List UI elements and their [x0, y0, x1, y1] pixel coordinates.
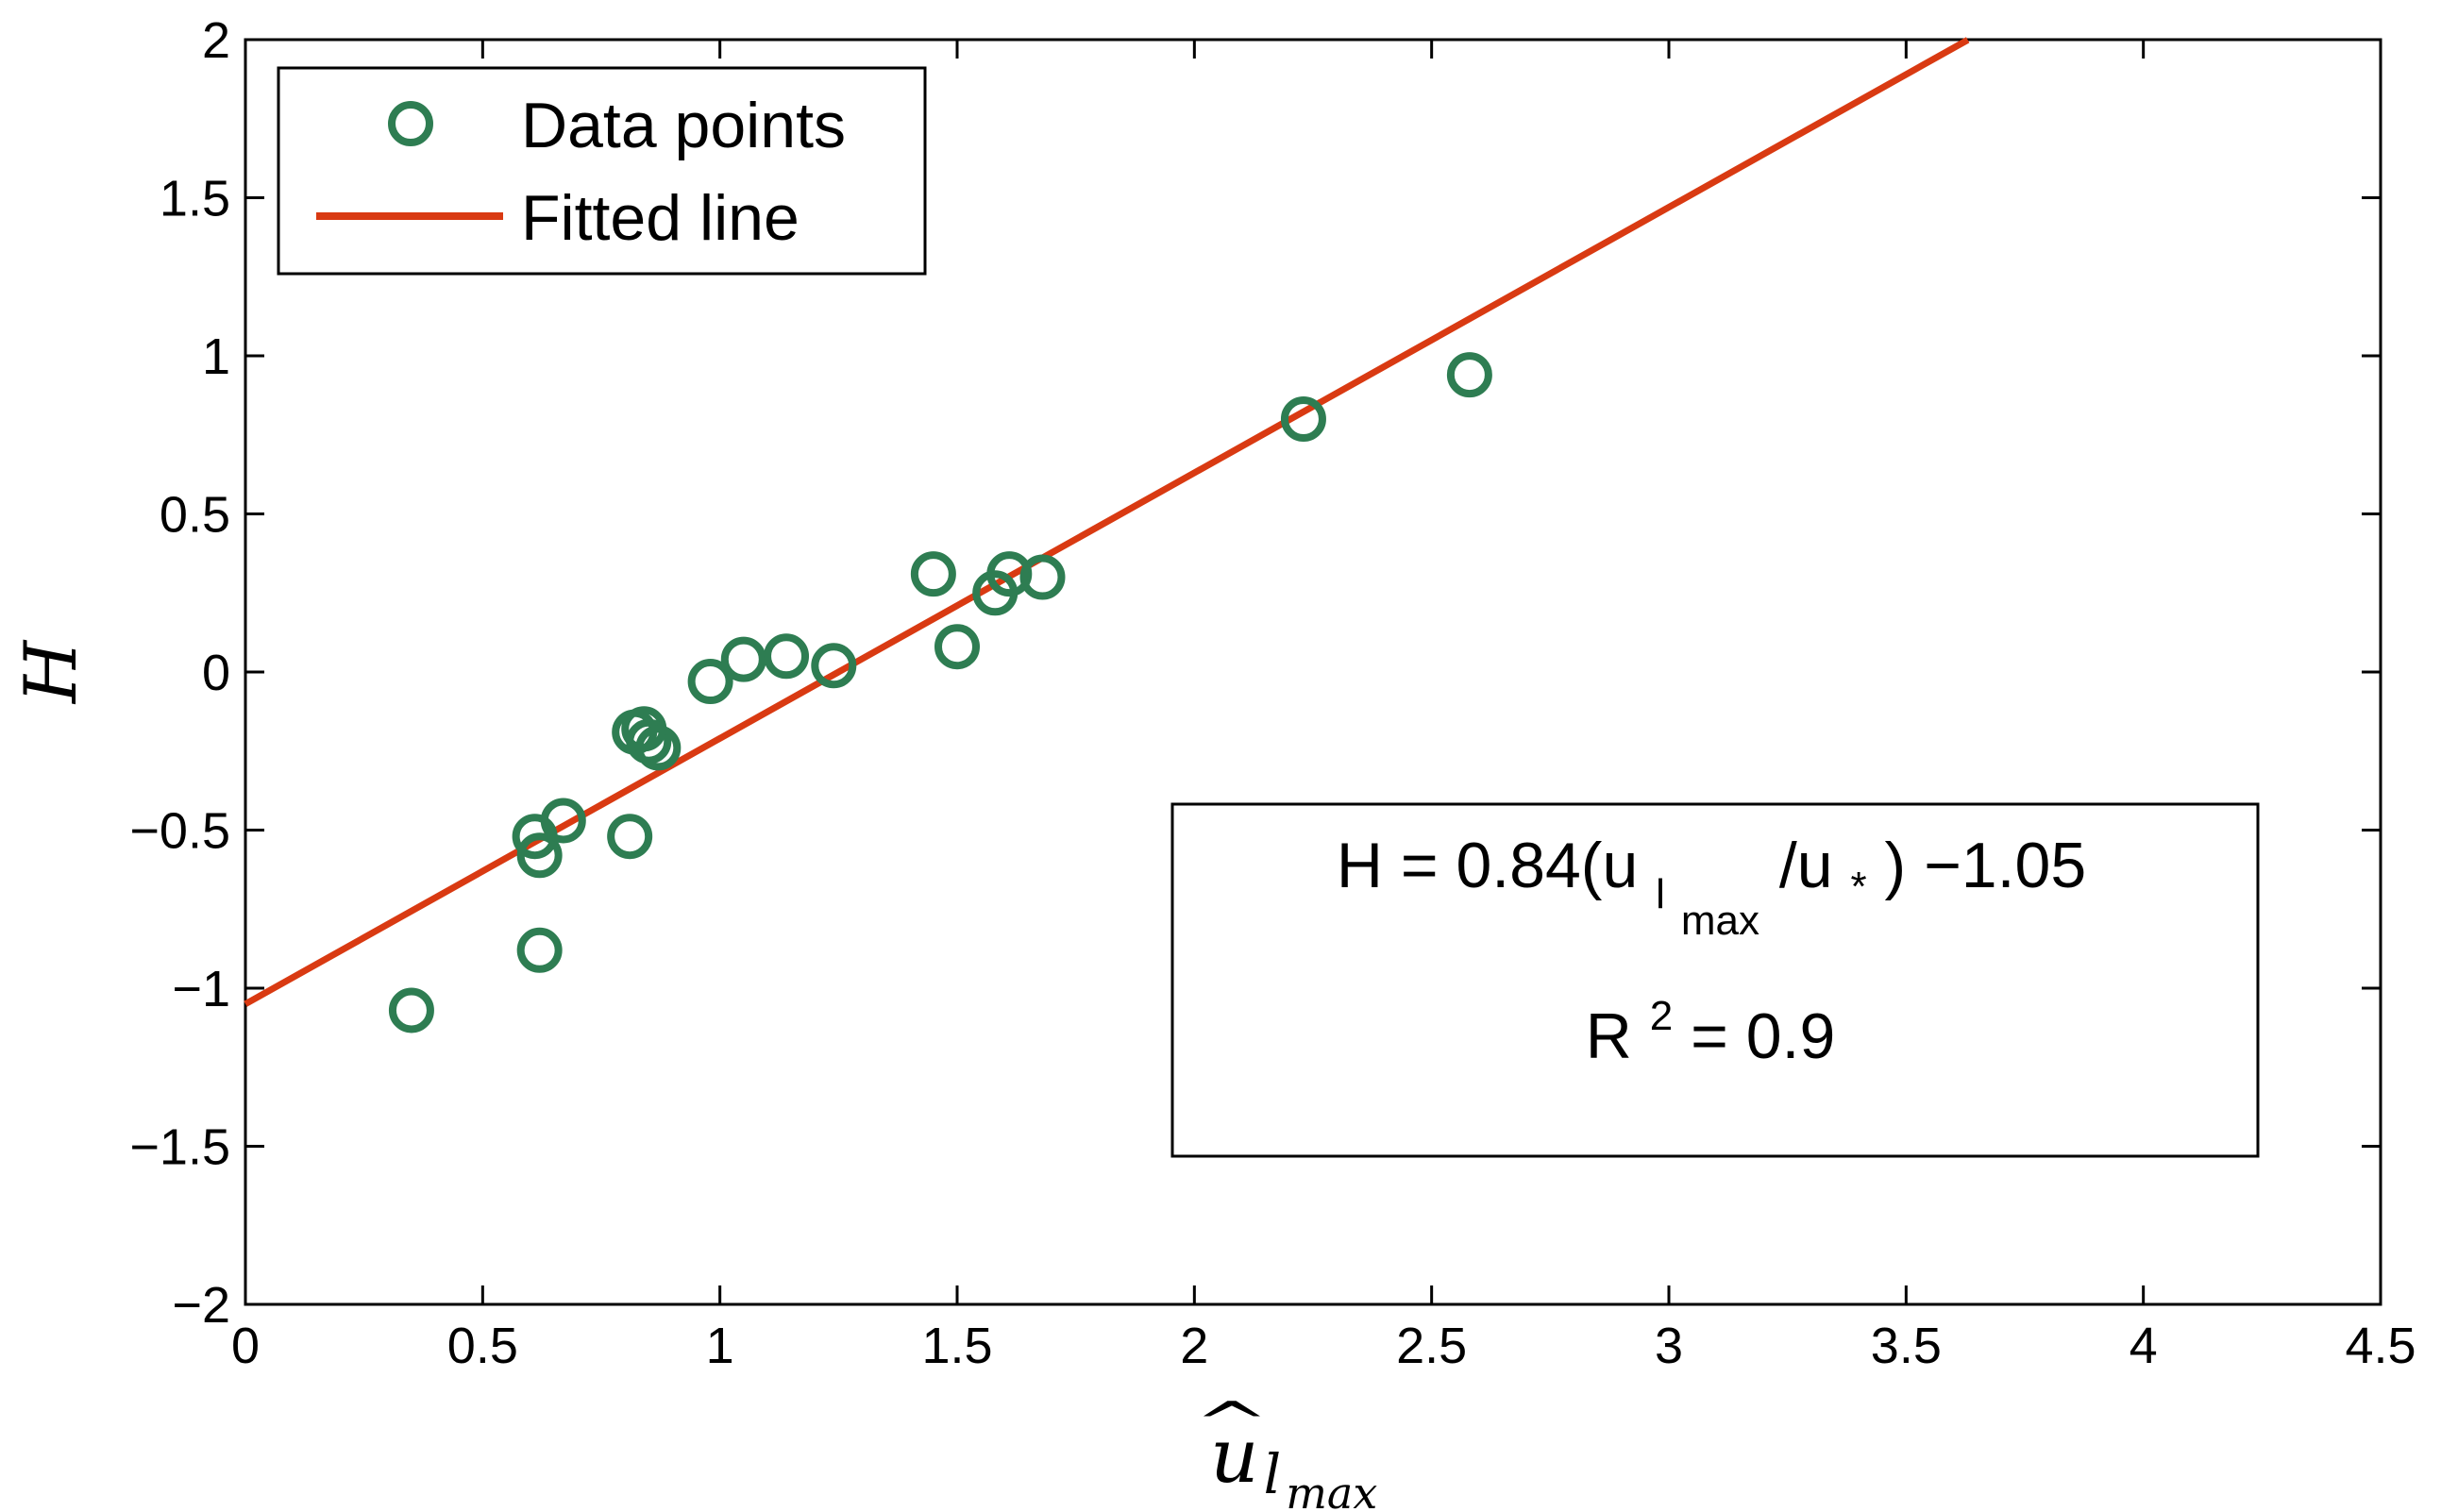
y-tick-label: 0	[202, 645, 230, 701]
y-tick-label: 1	[202, 328, 230, 385]
data-point	[1280, 396, 1326, 442]
equation-subscript-l: l	[1656, 871, 1665, 917]
data-point	[811, 643, 857, 689]
equation-annotation: H = 0.84(u l max /u * ) −1.05 R 2 = 0.9	[1170, 802, 2260, 1158]
data-points-series	[388, 352, 1492, 1033]
data-point	[635, 725, 682, 771]
equation-mid: /u	[1779, 830, 1833, 901]
equation-text: H = 0.84(u l max /u * ) −1.05	[1337, 830, 2086, 949]
x-tick-label: 2.5	[1396, 1318, 1467, 1374]
r-squared-suffix: = 0.9	[1691, 1000, 1835, 1072]
data-point	[1019, 554, 1066, 600]
x-tick-labels: 0 0.5 1 1.5 2 2.5 3 3.5 4 4.5	[231, 1318, 2416, 1374]
x-tick-label: 4.5	[2345, 1318, 2416, 1374]
data-point	[764, 633, 810, 680]
data-point	[687, 659, 733, 705]
equation-suffix: ) −1.05	[1885, 830, 2087, 901]
data-point	[720, 636, 766, 682]
x-tick-label: 1.5	[921, 1318, 992, 1374]
legend: Data points Fitted line	[277, 66, 927, 276]
x-tick-label: 1	[706, 1318, 734, 1374]
y-axis-label: H	[8, 639, 93, 705]
y-tick-label: −0.5	[129, 803, 230, 860]
x-axis-label-subsub: max	[1286, 1468, 1377, 1512]
data-point	[910, 551, 956, 597]
y-tick-label: 1.5	[160, 171, 230, 227]
x-tick-label: 0.5	[447, 1318, 518, 1374]
axis-ticks	[244, 38, 2382, 1306]
data-point	[540, 798, 586, 844]
data-point	[516, 927, 563, 973]
x-tick-label: 3.5	[1871, 1318, 1942, 1374]
y-tick-label: 2	[202, 12, 230, 69]
legend-marker-data-points	[388, 101, 433, 146]
legend-box	[277, 66, 927, 276]
data-point	[388, 987, 434, 1033]
x-tick-label: 2	[1180, 1318, 1208, 1374]
fitted-line	[244, 37, 1970, 1007]
fitted-line-series	[244, 37, 1970, 1007]
data-point	[607, 814, 653, 860]
y-tick-label: −2	[172, 1277, 230, 1334]
r-squared-text: R 2 = 0.9	[1586, 972, 1836, 1072]
x-tick-label: 3	[1655, 1318, 1683, 1374]
equation-star: *	[1851, 864, 1867, 910]
x-axis-label-accent: ^	[1194, 1390, 1270, 1456]
y-tick-label: −1.5	[129, 1119, 230, 1176]
data-point	[934, 624, 980, 670]
y-tick-labels: −2 −1.5 −1 −0.5 0 0.5 1 1.5 2	[129, 12, 230, 1334]
x-axis-label: ^ u l max	[1194, 1390, 1378, 1512]
equation-subscript-max: max	[1681, 898, 1759, 944]
legend-label-data-points: Data points	[521, 90, 846, 161]
r-squared-prefix: R	[1586, 1000, 1632, 1072]
equation-prefix: H = 0.84(u	[1337, 830, 1638, 901]
data-point	[986, 551, 1033, 597]
x-tick-label: 4	[2130, 1318, 2158, 1374]
r-squared-superscript: 2	[1650, 993, 1673, 1039]
y-tick-label: 0.5	[160, 487, 230, 544]
x-axis-label-text: u l max	[1210, 1412, 1377, 1512]
annotation-box	[1170, 802, 2260, 1158]
legend-label-fitted-line: Fitted line	[521, 182, 800, 254]
x-axis-label-main: u	[1210, 1412, 1259, 1500]
data-point	[516, 832, 563, 879]
x-tick-label: 0	[231, 1318, 260, 1374]
x-axis-label-sub: l	[1264, 1442, 1282, 1506]
y-tick-label: −1	[172, 961, 230, 1017]
data-point	[1446, 352, 1492, 398]
